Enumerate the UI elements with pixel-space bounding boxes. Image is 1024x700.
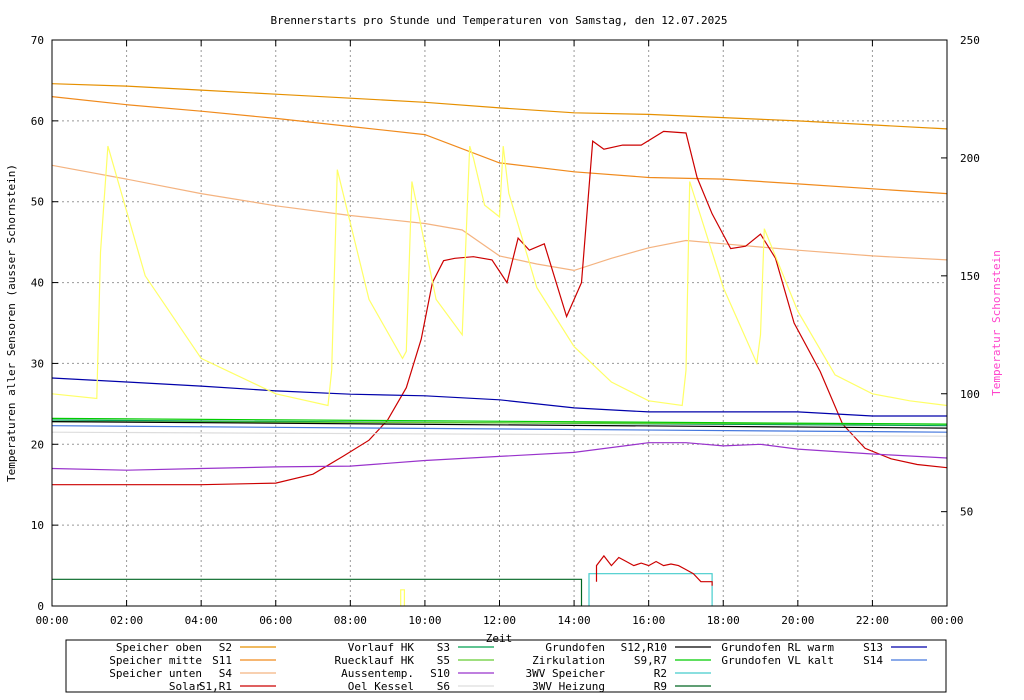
y-tick-label: 0 (37, 600, 44, 613)
legend-code: S10 (430, 667, 450, 680)
series-line-8 (51, 421, 948, 429)
series-line-14 (51, 145, 948, 407)
series-line-2 (51, 164, 948, 272)
series-line-0 (51, 83, 948, 130)
legend-code: S13 (863, 641, 883, 654)
series-line-11 (52, 578, 583, 606)
legend-label: Vorlauf HK (348, 641, 415, 654)
y-tick-label: 60 (31, 115, 44, 128)
legend-label: Zirkulation (532, 654, 605, 667)
y2-tick-label: 50 (960, 506, 973, 519)
legend-label: Speicher mitte (109, 654, 202, 667)
legend-label: Ruecklauf HK (335, 654, 415, 667)
legend-code: R2 (654, 667, 667, 680)
series-line-15 (595, 554, 713, 586)
y-tick-label: 50 (31, 196, 44, 209)
legend-code: R9 (654, 680, 667, 693)
x-tick-label: 12:00 (483, 614, 516, 627)
x-tick-label: 18:00 (707, 614, 740, 627)
x-tick-label: 00:00 (930, 614, 963, 627)
x-tick-label: 08:00 (334, 614, 367, 627)
legend-label: 3WV Speicher (526, 667, 606, 680)
x-axis-label: Zeit (486, 632, 513, 645)
legend-code: S11 (212, 654, 232, 667)
legend-code: S1,R1 (199, 680, 232, 693)
legend-code: S9,R7 (634, 654, 667, 667)
legend-code: S12,R10 (621, 641, 667, 654)
legend-code: S14 (863, 654, 883, 667)
x-tick-label: 16:00 (632, 614, 665, 627)
y-axis-label: Temperaturen aller Sensoren (ausser Scho… (5, 164, 18, 482)
y2-tick-label: 150 (960, 270, 980, 283)
legend-label: 3WV Heizung (532, 680, 605, 693)
y2-tick-label: 200 (960, 152, 980, 165)
y2-tick-label: 250 (960, 34, 980, 47)
legend-code: S5 (437, 654, 450, 667)
x-tick-label: 22:00 (856, 614, 889, 627)
legend-label: Grundofen (545, 641, 605, 654)
axes: 00:00 02:00 04:00 06:00 08:00 10:00 12:00 14:00… (31, 34, 980, 627)
legend-label: Solar (169, 680, 202, 693)
y-tick-label: 70 (31, 34, 44, 47)
legend-code: S3 (437, 641, 450, 654)
series-line-13 (51, 425, 948, 433)
legend: Speicher oben S2 Speicher mitte S11 Speicher… (65, 639, 947, 693)
legend-label: Grundofen VL kalt (721, 654, 834, 667)
grid-lines (52, 40, 947, 606)
series-line-6 (51, 442, 948, 471)
chart-title: Brennerstarts pro Stunde und Temperature… (271, 14, 728, 27)
series-line-12 (51, 377, 947, 417)
x-tick-label: 04:00 (185, 614, 218, 627)
series-line-3 (52, 130, 948, 486)
legend-box (65, 639, 947, 693)
y-tick-label: 20 (31, 438, 44, 451)
x-tick-label: 06:00 (259, 614, 292, 627)
legend-label: Grundofen RL warm (721, 641, 834, 654)
y2-tick-label: 100 (960, 388, 980, 401)
legend-label: Speicher oben (116, 641, 202, 654)
y-tick-label: 10 (31, 519, 44, 532)
series-line-10 (588, 573, 713, 606)
series-lines (51, 83, 948, 606)
x-tick-label: 10:00 (408, 614, 441, 627)
series-line-1 (51, 96, 948, 195)
y-tick-label: 40 (31, 277, 44, 290)
series-line-9 (51, 417, 948, 425)
legend-code: S2 (219, 641, 232, 654)
x-tick-label: 14:00 (558, 614, 591, 627)
legend-label: Oel Kessel (348, 680, 414, 693)
legend-label: Aussentemp. (341, 667, 414, 680)
y2-axis-label: Temperatur Schornstein (990, 250, 1003, 396)
x-tick-label: 00:00 (35, 614, 68, 627)
x-tick-label: 02:00 (110, 614, 143, 627)
series-line-16 (400, 589, 405, 606)
x-tick-label: 20:00 (781, 614, 814, 627)
legend-code: S6 (437, 680, 450, 693)
legend-code: S4 (219, 667, 233, 680)
legend-label: Speicher unten (109, 667, 202, 680)
y-tick-label: 30 (31, 357, 44, 370)
series-line-7 (51, 431, 948, 437)
